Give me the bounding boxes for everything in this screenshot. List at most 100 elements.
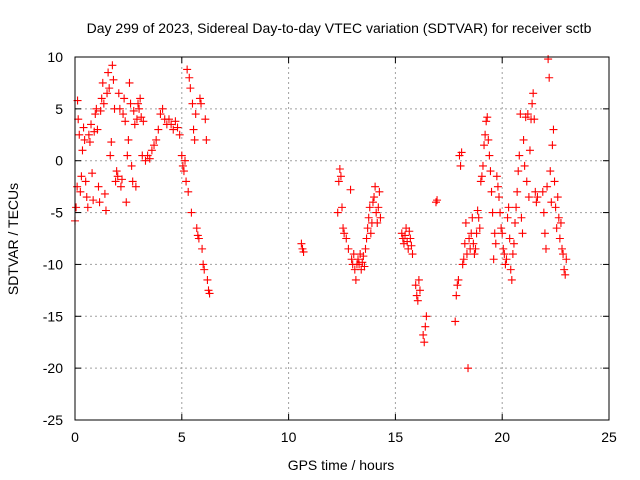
data-points bbox=[71, 55, 571, 373]
data-point bbox=[475, 224, 484, 233]
data-point bbox=[547, 198, 556, 207]
data-point bbox=[401, 231, 410, 240]
data-point bbox=[457, 148, 466, 157]
data-point bbox=[85, 138, 94, 147]
data-point bbox=[175, 130, 184, 139]
data-point bbox=[111, 177, 120, 186]
data-point bbox=[87, 120, 96, 129]
data-point bbox=[104, 68, 113, 77]
data-point bbox=[507, 275, 516, 284]
data-point bbox=[351, 275, 360, 284]
data-point bbox=[505, 234, 514, 243]
data-point bbox=[339, 224, 348, 233]
data-point bbox=[408, 250, 417, 259]
data-point bbox=[525, 146, 534, 155]
data-point bbox=[519, 135, 528, 144]
data-point bbox=[456, 161, 465, 170]
x-tick-label: 5 bbox=[178, 429, 186, 445]
data-point bbox=[96, 106, 105, 115]
data-point bbox=[517, 213, 526, 222]
data-point bbox=[509, 239, 518, 248]
data-point bbox=[114, 89, 123, 98]
data-point bbox=[458, 260, 467, 269]
data-point bbox=[368, 198, 377, 207]
data-point bbox=[183, 65, 192, 74]
data-point bbox=[127, 161, 136, 170]
data-point bbox=[115, 104, 124, 113]
data-point bbox=[431, 198, 440, 207]
data-point bbox=[515, 151, 524, 160]
data-point bbox=[136, 94, 145, 103]
data-point bbox=[451, 317, 460, 326]
data-point bbox=[545, 73, 554, 82]
data-point bbox=[120, 94, 129, 103]
data-point bbox=[419, 330, 428, 339]
chart-title: Day 299 of 2023, Sidereal Day-to-day VTE… bbox=[87, 20, 592, 36]
data-point bbox=[201, 115, 210, 124]
data-point bbox=[514, 167, 523, 176]
data-point bbox=[523, 110, 532, 119]
data-point bbox=[189, 125, 198, 134]
data-point bbox=[494, 193, 503, 202]
data-point bbox=[541, 244, 550, 253]
data-point bbox=[562, 255, 571, 264]
data-point bbox=[126, 99, 135, 108]
data-point bbox=[74, 115, 83, 124]
data-point bbox=[338, 203, 346, 212]
data-point bbox=[532, 198, 541, 207]
data-point bbox=[530, 115, 539, 124]
data-point bbox=[459, 255, 468, 264]
y-tick-label: -5 bbox=[51, 205, 64, 221]
data-point bbox=[82, 193, 91, 202]
y-tick-label: -10 bbox=[43, 256, 63, 272]
data-point bbox=[502, 255, 511, 264]
data-point bbox=[197, 99, 206, 108]
data-point bbox=[464, 364, 473, 373]
data-point bbox=[79, 123, 88, 132]
data-point bbox=[199, 260, 208, 269]
data-point bbox=[354, 255, 363, 264]
data-point bbox=[121, 117, 130, 126]
y-tick-label: 5 bbox=[55, 101, 63, 117]
data-point bbox=[156, 110, 165, 119]
data-point bbox=[342, 234, 351, 243]
data-point bbox=[346, 185, 355, 194]
data-point bbox=[540, 229, 549, 238]
data-point bbox=[185, 73, 194, 82]
data-point bbox=[411, 281, 420, 290]
data-point bbox=[154, 125, 163, 134]
data-point bbox=[195, 94, 204, 103]
data-point bbox=[179, 167, 188, 176]
data-point bbox=[94, 182, 103, 191]
data-point bbox=[105, 84, 114, 93]
x-tick-label: 0 bbox=[71, 429, 79, 445]
data-point bbox=[460, 239, 469, 248]
data-point bbox=[130, 120, 139, 129]
data-point bbox=[75, 130, 84, 139]
x-axis-label: GPS time / hours bbox=[288, 457, 395, 473]
data-point bbox=[76, 187, 85, 196]
data-point bbox=[122, 198, 131, 207]
data-point bbox=[546, 167, 555, 176]
data-point bbox=[190, 135, 199, 144]
x-tick-label: 15 bbox=[388, 429, 404, 445]
data-point bbox=[167, 120, 176, 129]
data-point bbox=[471, 244, 480, 253]
data-point bbox=[512, 203, 521, 212]
data-point bbox=[340, 229, 349, 238]
data-point bbox=[123, 151, 132, 160]
data-point bbox=[95, 198, 104, 207]
data-point bbox=[188, 99, 197, 108]
data-point bbox=[504, 203, 513, 212]
data-point bbox=[373, 218, 382, 227]
data-point bbox=[200, 265, 209, 274]
data-point bbox=[529, 89, 538, 98]
data-point bbox=[558, 244, 567, 253]
data-point bbox=[477, 172, 486, 181]
data-point bbox=[503, 213, 512, 222]
data-point bbox=[555, 234, 564, 243]
data-point bbox=[528, 99, 537, 108]
x-tick-label: 25 bbox=[601, 429, 617, 445]
data-point bbox=[83, 203, 92, 212]
data-point bbox=[107, 138, 116, 147]
